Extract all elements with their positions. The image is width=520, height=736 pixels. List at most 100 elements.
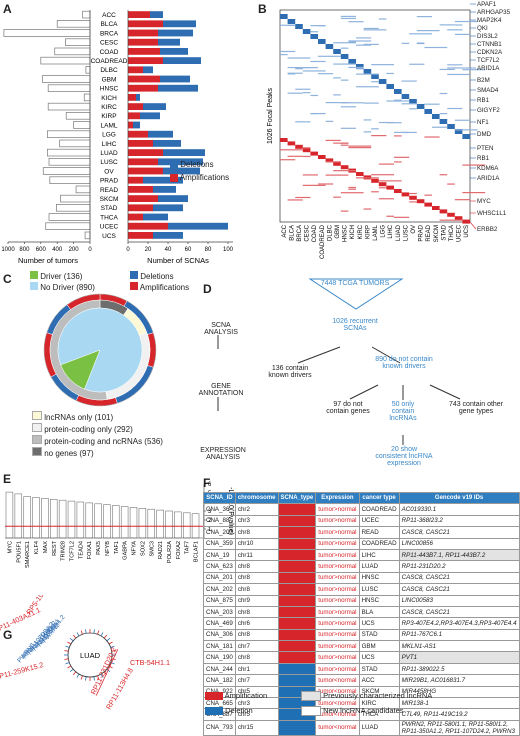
table-row: CNA_203 chr8 tumor>normal BLA CASC8, CASC21: [203, 605, 520, 619]
amplification-block: [439, 209, 448, 214]
circos-tick: [97, 630, 100, 635]
table-cell: [277, 560, 317, 573]
table-cell: tumor>normal: [315, 526, 360, 539]
gene-label: RB1: [477, 155, 490, 162]
peak-mark: [439, 174, 448, 176]
table-cell: LINC00583: [398, 594, 520, 607]
peak-mark: [348, 66, 364, 69]
table-cell: CASC8, CASC21: [398, 571, 520, 585]
table-cell: chr6: [234, 617, 279, 630]
circos-tick: [65, 662, 70, 665]
table-cell: chr7: [234, 674, 279, 687]
enrichment-bar: [23, 496, 31, 539]
tumor-bar: [73, 121, 91, 129]
panel-label-f: F: [203, 476, 211, 490]
y-tick-label: 6: [208, 482, 212, 488]
scna-bar-deletions: [158, 84, 198, 92]
enrichment-bar: [129, 507, 138, 539]
tumor-bar: [60, 194, 91, 203]
peak-mark: [348, 145, 372, 147]
amplification-block: [416, 199, 425, 204]
column-header: Gencode v19 IDs: [398, 491, 520, 505]
tumor-bar: [47, 102, 91, 111]
gene-label: RB1: [477, 97, 490, 104]
tick-label-tumors: 600: [36, 247, 47, 253]
peak-mark: [325, 120, 334, 122]
circos-tick: [93, 629, 95, 634]
panel-c-donut: [43, 293, 157, 407]
peak-mark: [454, 129, 478, 131]
peak-mark: [280, 50, 296, 53]
category-label: THCA: [100, 214, 118, 221]
scna-bar-deletions: [143, 213, 168, 221]
column-header: SCNA_type: [277, 491, 317, 505]
peak-mark: [340, 102, 364, 104]
gene-label: SMARCE1: [25, 541, 31, 568]
deletion-block: [409, 99, 417, 104]
table-cell: tumor>normal: [315, 651, 360, 664]
table-cell: chr8: [234, 560, 279, 573]
gene-label: KDM6A: [477, 165, 499, 172]
table-cell: KIRC: [358, 697, 400, 710]
amplification-block: [333, 161, 341, 166]
peak-mark: [348, 147, 372, 149]
peak-mark: [302, 155, 311, 158]
table-cell: BLA: [358, 605, 400, 619]
tumor-bar: [65, 38, 91, 46]
circos-tick: [106, 668, 111, 673]
amplification-block: [454, 216, 463, 221]
peak-mark: [378, 180, 402, 182]
table-cell: tumor>normal: [315, 514, 360, 528]
peak-mark: [356, 37, 372, 39]
table-cell: CNA_202: [203, 583, 236, 596]
peak-mark: [462, 191, 486, 194]
scna-bar-deletions: [133, 121, 140, 129]
peak-mark: [371, 135, 387, 137]
peak-mark: [371, 64, 394, 66]
peak-mark: [295, 68, 303, 70]
table-cell: tumor>normal: [315, 605, 360, 619]
flow-step-scna: SCNA ANALYSIS: [204, 322, 238, 336]
flow-step-expression: EXPRESSION ANALYSIS: [200, 447, 246, 461]
tumor-bar: [85, 66, 91, 74]
gene-label: QKI: [477, 25, 488, 32]
circos-tick: [103, 634, 108, 639]
table-cell: tumor>normal: [315, 560, 360, 573]
xlabel-tumors: Number of tumors: [18, 256, 78, 265]
peak-mark: [363, 177, 379, 179]
table-cell: tumor<normal: [315, 697, 360, 710]
peak-mark: [363, 119, 372, 121]
table-cell: MIR138-1: [398, 697, 520, 710]
table-row: CNA_88 chr3 tumor>normal UCEC RP11-368I23.2: [203, 514, 520, 528]
peak-mark: [378, 187, 387, 189]
category-label: ACC: [102, 12, 116, 19]
column-header: Expression: [315, 491, 360, 505]
scna-bar-amplifications: [128, 167, 163, 175]
gene-label: TEAD4: [78, 541, 84, 559]
table-cell: tumor>normal: [315, 617, 360, 630]
gene-label: RAD21: [158, 541, 164, 559]
peak-mark: [409, 63, 425, 65]
peak-mark: [462, 164, 486, 166]
flow-funnel: [308, 278, 404, 310]
scna-bar-deletions: [153, 186, 176, 193]
tumor-bar: [56, 20, 91, 28]
peak-mark: [356, 44, 372, 46]
peak-mark: [371, 81, 379, 83]
peak-mark: [340, 79, 349, 81]
category-label: COADREAD: [91, 58, 128, 65]
scna-bar-amplifications: [128, 84, 158, 92]
table-cell: SKCM: [358, 685, 400, 699]
table-cell: [277, 583, 317, 596]
peak-mark: [454, 33, 470, 35]
category-label: BRCA: [100, 30, 119, 37]
tumor-bar: [47, 84, 91, 92]
column-label: KIRC: [358, 224, 364, 239]
scna-bar-amplifications: [128, 158, 158, 166]
table-cell: LUSC: [358, 583, 400, 596]
peak-mark: [333, 94, 341, 96]
deletion-block: [424, 109, 432, 114]
flow-step-annotation: GENE ANNOTATION: [198, 383, 244, 397]
amplification-block: [386, 185, 394, 190]
legend-c-bottom: lncRNAs only (101) protein-coding only (…: [32, 411, 163, 459]
